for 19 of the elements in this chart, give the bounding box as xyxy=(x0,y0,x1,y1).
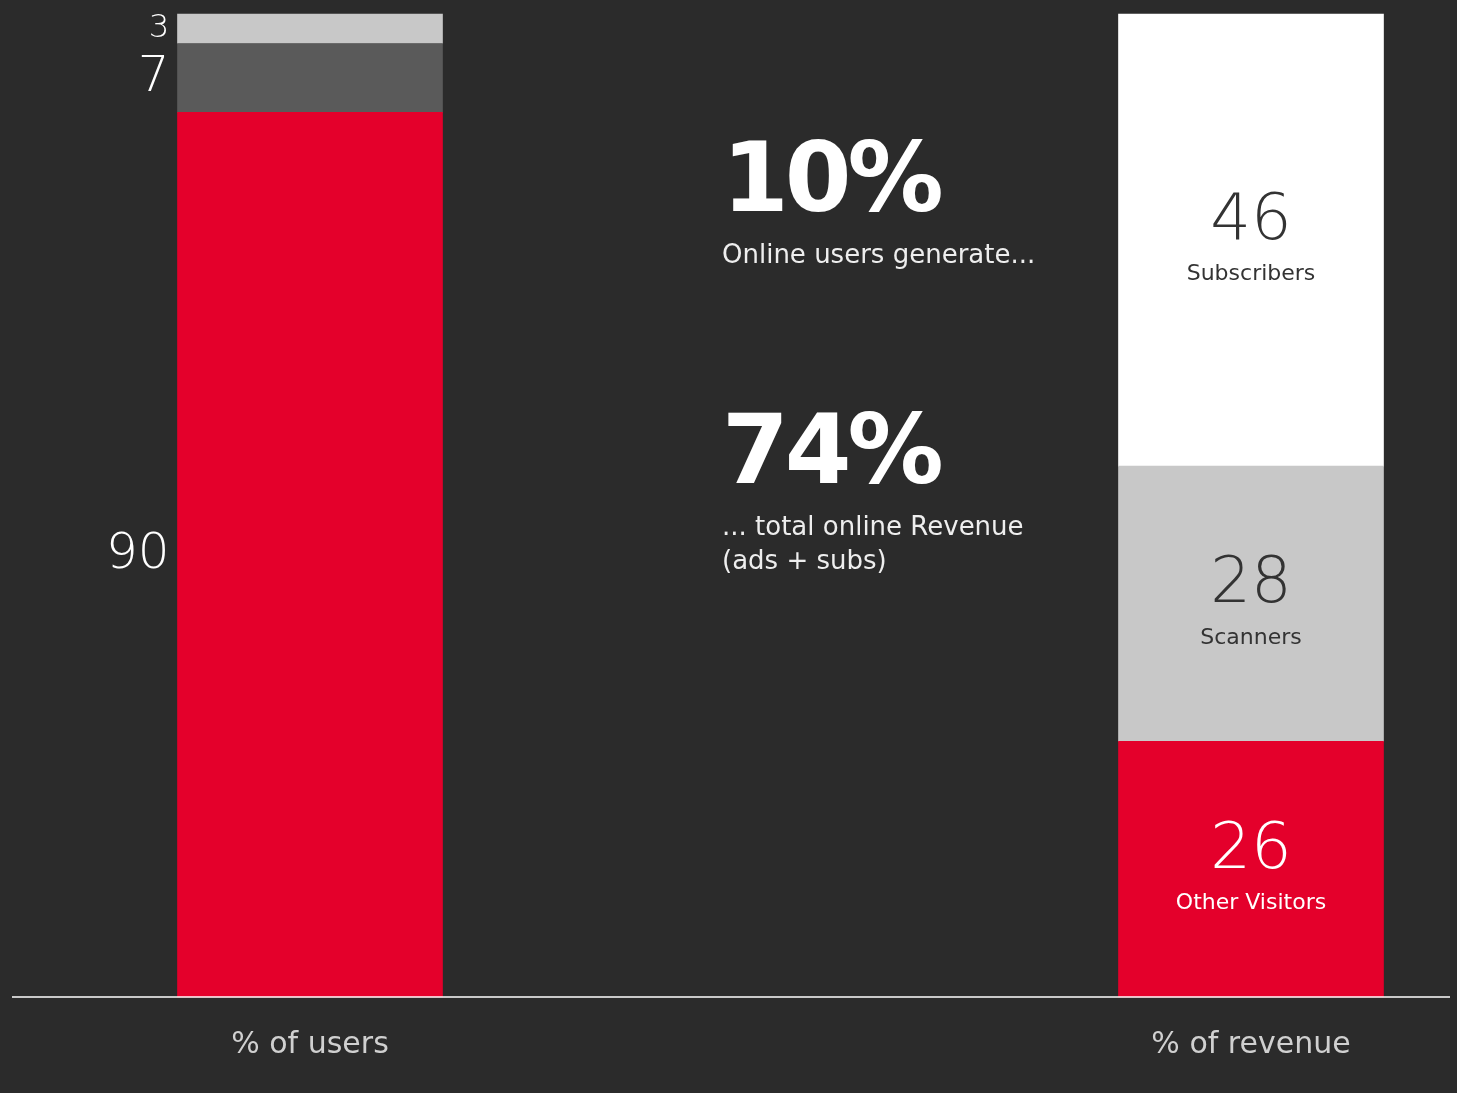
series-label: Subscribers xyxy=(1186,259,1316,285)
bar xyxy=(177,43,443,113)
x-tick-label: % of users xyxy=(231,1024,389,1060)
data-label: 28 xyxy=(1210,543,1292,618)
data-label: 7 xyxy=(137,44,170,103)
data-label: 46 xyxy=(1210,179,1292,254)
annotation: Online users generate... xyxy=(722,238,1037,271)
data-label: 90 xyxy=(105,521,170,580)
series-label: Other Visitors xyxy=(1175,888,1327,914)
bar xyxy=(1118,13,1384,467)
series-label: Scanners xyxy=(1200,623,1302,649)
bar xyxy=(177,111,443,998)
data-label: 26 xyxy=(1210,808,1292,883)
annotation: 10% xyxy=(722,122,942,234)
annotation: ... total online Revenue (ads + subs) xyxy=(722,509,1025,577)
bar xyxy=(1118,741,1384,998)
data-label: 3 xyxy=(148,7,170,46)
x-tick-label: % of revenue xyxy=(1151,1024,1351,1060)
annotation: 74% xyxy=(722,393,942,506)
